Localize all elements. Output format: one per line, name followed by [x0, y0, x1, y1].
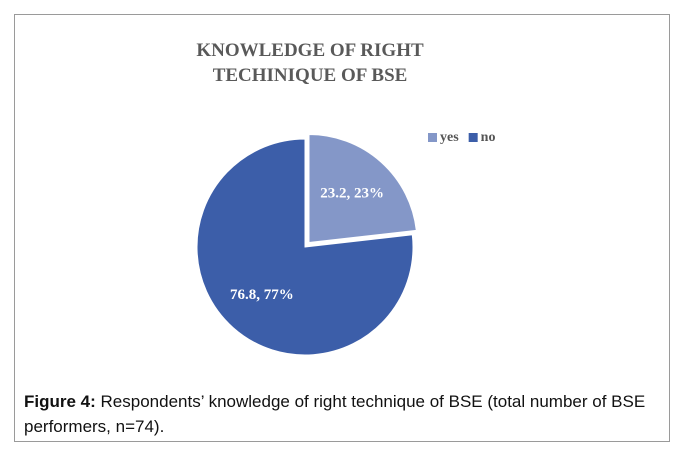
- pie-slice: [196, 138, 414, 356]
- legend-swatch: [428, 133, 437, 142]
- legend-swatch: [468, 133, 478, 142]
- legend-label: yes: [440, 130, 459, 145]
- legend-label: no: [481, 130, 496, 145]
- caption-text: Respondents’ knowledge of right techniqu…: [24, 392, 646, 436]
- pie-slice: [308, 134, 417, 244]
- frame: [14, 14, 670, 442]
- caption-label: Figure 4:: [24, 392, 96, 411]
- data-label: 76.8, 77%: [230, 287, 294, 303]
- data-label: 23.2, 23%: [320, 186, 384, 202]
- caption: Figure 4: Respondents’ knowledge of righ…: [24, 389, 666, 439]
- chart-title: KNOWLEDGE OF RIGHT TECHINIQUE OF BSE: [196, 40, 424, 86]
